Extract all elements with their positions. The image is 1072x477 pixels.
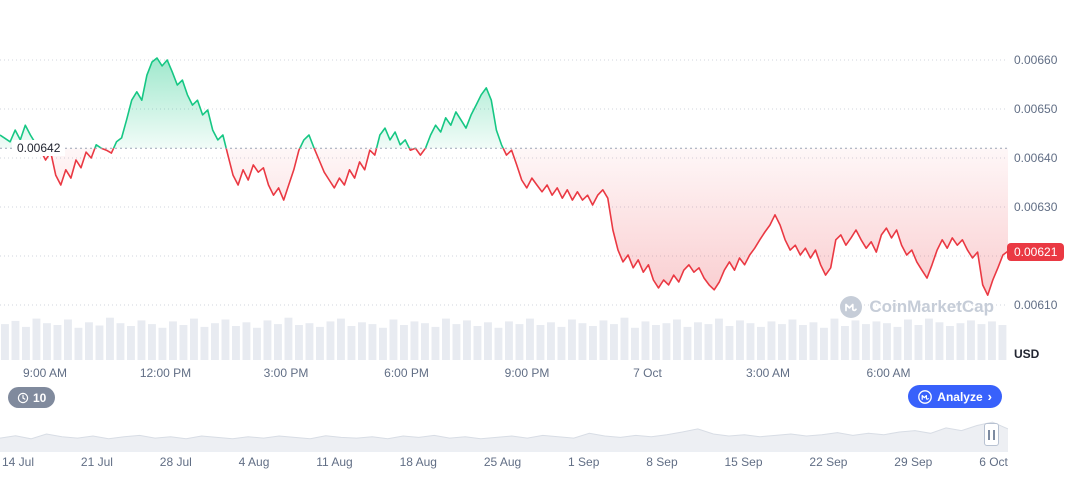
navigator-date: 25 Aug — [483, 455, 522, 469]
x-axis-label: 7 Oct — [633, 366, 662, 380]
y-axis-label: 0.00650 — [1014, 102, 1058, 116]
navigator-date: 11 Aug — [316, 455, 353, 469]
x-axis-label: 6:00 PM — [384, 366, 429, 380]
baseline-price-label: 0.00642 — [12, 140, 66, 156]
analyze-button[interactable]: Analyze › — [908, 385, 1002, 408]
navigator-date: 14 Jul — [2, 455, 35, 469]
history-badge[interactable]: 10 — [8, 387, 56, 408]
navigator-date: 29 Sep — [894, 455, 933, 469]
x-axis: 9:00 AM 12:00 PM 3:00 PM 6:00 PM 9:00 PM 7 Oc… — [0, 366, 1008, 382]
current-price-badge: 0.00621 — [1007, 243, 1065, 261]
history-count: 10 — [33, 390, 47, 405]
coinmarketcap-logo-icon — [840, 296, 863, 318]
navigator-date: 28 Jul — [159, 455, 192, 469]
navigator-date: 4 Aug — [238, 455, 270, 469]
navigator-date: 21 Jul — [80, 455, 113, 469]
y-axis-unit-label: USD — [1014, 347, 1040, 361]
navigator-date: 8 Sep — [646, 455, 678, 469]
y-axis-label: 0.00630 — [1014, 200, 1058, 214]
x-axis-label: 3:00 PM — [263, 366, 309, 380]
y-axis: 0.00660 0.00650 0.00640 0.00630 0.00610 0.00… — [1007, 0, 1072, 365]
analyze-label: Analyze — [937, 389, 983, 404]
history-clock-icon — [17, 392, 29, 403]
watermark-text: CoinMarketCap — [869, 297, 994, 316]
navigator-date: 15 Sep — [724, 455, 763, 469]
watermark: CoinMarketCap — [840, 296, 994, 318]
x-axis-label: 12:00 PM — [139, 366, 192, 380]
navigator-date: 18 Aug — [399, 455, 437, 469]
coinmarketcap-logo-icon — [918, 389, 933, 404]
y-axis-label: 0.00610 — [1014, 298, 1058, 312]
main-chart[interactable]: 0.00642 CoinMarketCap — [0, 0, 1008, 365]
navigator-handle[interactable] — [984, 423, 999, 446]
navigator-date: 6 Oct — [979, 455, 1008, 469]
x-axis-label: 9:00 PM — [504, 366, 550, 380]
x-axis-label: 6:00 AM — [866, 366, 911, 380]
y-axis-label: 0.00660 — [1014, 53, 1058, 67]
price-chart-svg — [0, 57, 1008, 360]
y-axis-label: 0.00640 — [1014, 151, 1058, 165]
navigator-date-axis: 14 Jul 21 Jul 28 Jul 4 Aug 11 Aug 18 Aug 25 Au… — [2, 455, 1008, 469]
range-navigator[interactable] — [0, 410, 1009, 452]
navigator-date: 1 Sep — [568, 455, 600, 469]
navigator-chart-svg — [0, 421, 1009, 452]
navigator-date: 22 Sep — [809, 455, 848, 469]
x-axis-label: 9:00 AM — [22, 366, 68, 380]
x-axis-label: 3:00 AM — [745, 366, 791, 380]
chevron-right-icon: › — [987, 389, 992, 404]
